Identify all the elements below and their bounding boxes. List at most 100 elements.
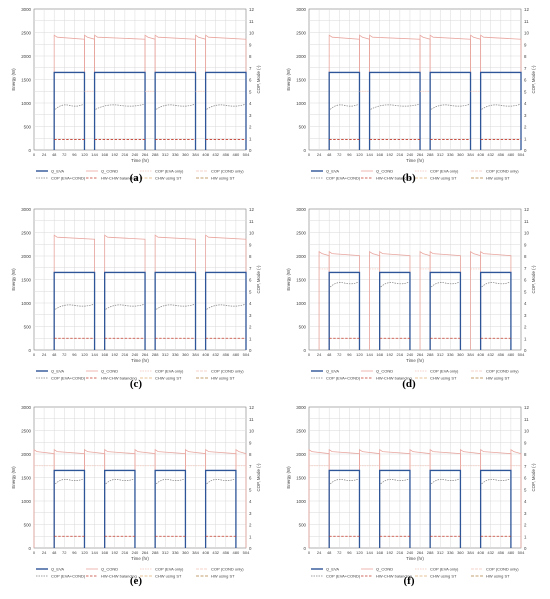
legend-label: CHW using ST: [430, 376, 457, 381]
x-tick-label: 264: [142, 152, 149, 157]
y-left-axis-label: Energy (W): [286, 68, 291, 91]
x-tick-label: 312: [162, 352, 169, 357]
y-right-tick-label: 6: [524, 278, 527, 283]
chart-panel-3: 0500100015002000250030000123456789101112…: [11, 207, 261, 381]
y-right-tick-label: 3: [524, 511, 527, 516]
x-tick-label: 120: [356, 550, 363, 555]
cop-eva-cond-line: [54, 104, 84, 110]
y-right-tick-label: 10: [249, 231, 254, 236]
x-tick-label: 504: [243, 352, 250, 357]
q-eva-segment: [154, 271, 197, 350]
y-right-axis-label: COP, Mode (-): [531, 265, 536, 294]
x-tick-label: 192: [111, 352, 118, 357]
x-tick-label: 288: [427, 152, 434, 157]
y-right-tick-label: 11: [524, 19, 529, 24]
legend-label: HW-CHW balancing: [101, 574, 137, 579]
x-tick-label: 264: [417, 550, 424, 555]
x-tick-label: 120: [81, 352, 88, 357]
y-right-tick-label: 10: [249, 31, 254, 36]
cop-eva-cond-line: [329, 281, 359, 288]
y-right-tick-label: 2: [249, 523, 252, 528]
chart-panel-2: 0500100015002000250030000123456789101112…: [286, 7, 536, 181]
x-tick-label: 120: [81, 550, 88, 555]
y-right-tick-label: 12: [524, 207, 529, 212]
cop-eva-cond-line: [206, 104, 246, 110]
y-left-tick-label: 2500: [296, 429, 306, 434]
y-left-tick-label: 1000: [21, 301, 31, 306]
y-right-tick-label: 3: [524, 313, 527, 318]
x-tick-label: 96: [72, 550, 77, 555]
cop-eva-cond-line: [155, 304, 195, 310]
x-tick-label: 456: [222, 352, 229, 357]
legend-label: Q_COND: [101, 369, 118, 374]
cop-eva-cond-line: [105, 304, 145, 310]
x-tick-label: 48: [327, 152, 332, 157]
x-tick-label: 240: [132, 550, 139, 555]
y-right-tick-label: 12: [249, 7, 254, 12]
q-eva-segment: [154, 71, 197, 150]
y-right-tick-label: 5: [249, 487, 252, 492]
x-tick-label: 336: [172, 352, 179, 357]
x-tick-label: 144: [91, 152, 98, 157]
q-eva-segment: [479, 469, 512, 548]
chart-panel-4: 0500100015002000250030000123456789101112…: [286, 207, 536, 381]
y-right-tick-label: 5: [524, 289, 527, 294]
y-left-tick-label: 2000: [296, 452, 306, 457]
legend-label: COP (COND only): [486, 567, 519, 572]
x-tick-label: 432: [487, 352, 494, 357]
legend-label: COP (EVA only): [155, 169, 184, 174]
y-left-tick-label: 0: [29, 148, 32, 153]
x-tick-label: 504: [518, 352, 525, 357]
legend-label: CHW using ST: [430, 574, 457, 579]
panel-label-a: (a): [129, 172, 143, 184]
q-eva-segment: [479, 71, 522, 150]
y-right-tick-label: 11: [524, 417, 529, 422]
x-tick-label: 480: [508, 152, 515, 157]
legend-label: COP (EVA only): [155, 369, 184, 374]
y-right-tick-label: 10: [249, 429, 254, 434]
y-right-tick-label: 4: [249, 499, 252, 504]
y-right-tick-label: 9: [524, 440, 527, 445]
legend-label: COP (EVA+COND): [51, 574, 86, 579]
x-tick-label: 24: [42, 152, 47, 157]
x-tick-label: 168: [101, 550, 108, 555]
x-tick-label: 264: [417, 352, 424, 357]
x-tick-label: 120: [356, 152, 363, 157]
x-tick-label: 72: [62, 550, 67, 555]
x-tick-label: 504: [518, 152, 525, 157]
cop-eva-cond-line: [54, 478, 84, 485]
x-tick-label: 240: [132, 352, 139, 357]
q-eva-segment: [93, 71, 146, 150]
q-eva-segment: [368, 71, 421, 150]
cop-eva-cond-line: [155, 478, 185, 485]
x-tick-label: 240: [407, 152, 414, 157]
q-eva-segment: [379, 469, 411, 548]
q-eva-segment: [429, 71, 472, 150]
q-eva-segment: [154, 469, 187, 548]
x-tick-label: 216: [122, 352, 129, 357]
y-right-tick-label: 10: [524, 429, 529, 434]
legend-label: Q_COND: [376, 369, 393, 374]
x-tick-label: 456: [497, 152, 504, 157]
y-right-tick-label: 0: [524, 148, 527, 153]
x-tick-label: 360: [457, 550, 464, 555]
legend-label: HW-CHW balancing: [376, 574, 412, 579]
y-right-tick-label: 7: [524, 464, 527, 469]
y-right-tick-label: 9: [249, 42, 252, 47]
q-eva-segment: [328, 469, 361, 548]
x-tick-label: 408: [477, 550, 484, 555]
legend-label: COP (COND only): [486, 369, 519, 374]
x-tick-label: 336: [447, 152, 454, 157]
x-tick-label: 288: [152, 152, 159, 157]
x-tick-label: 48: [327, 352, 332, 357]
y-right-tick-label: 6: [524, 476, 527, 481]
y-right-tick-label: 0: [524, 546, 527, 551]
y-right-axis-label: COP, Mode (-): [531, 463, 536, 492]
legend-label: Q_COND: [376, 169, 393, 174]
y-left-tick-label: 1500: [296, 78, 306, 83]
y-right-tick-label: 8: [524, 54, 527, 59]
x-tick-label: 48: [52, 152, 57, 157]
y-right-tick-label: 8: [249, 452, 252, 457]
x-tick-label: 120: [81, 152, 88, 157]
q-eva-segment: [53, 71, 86, 150]
